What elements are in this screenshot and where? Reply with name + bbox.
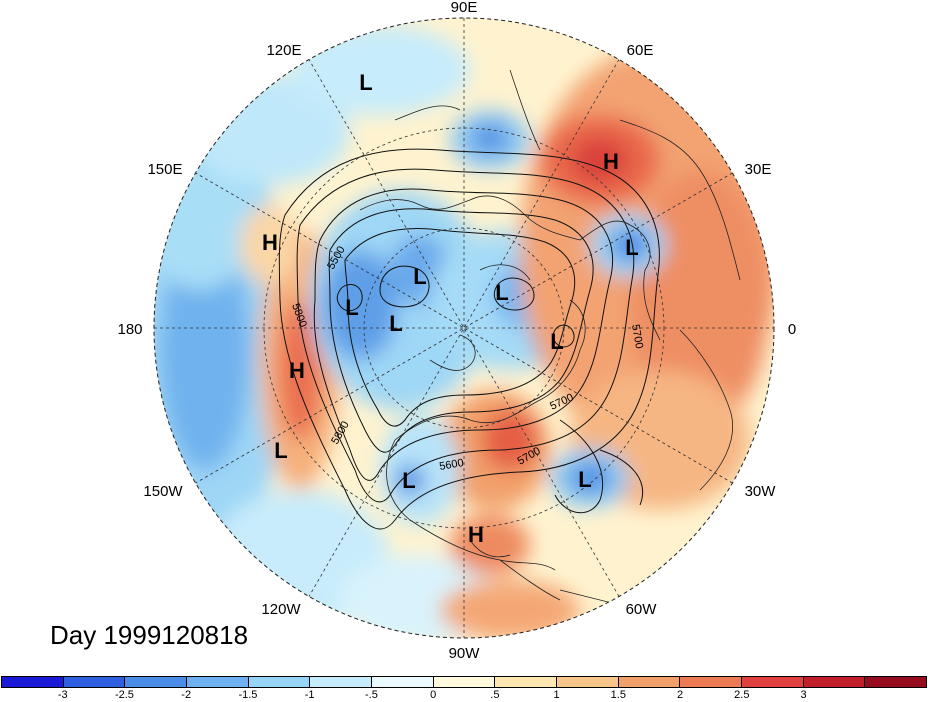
high-pressure-center: H — [468, 522, 484, 547]
colorbar-segment — [557, 677, 619, 687]
colorbar-segment — [2, 677, 64, 687]
colorbar-segment — [125, 677, 188, 687]
colorbar-tick-label: -2 — [181, 689, 192, 701]
lon-label-60w: 60W — [626, 601, 658, 618]
colorbar-tick-label: 2 — [677, 689, 684, 701]
low-pressure-center: L — [625, 235, 638, 260]
lon-label-30e: 30E — [745, 161, 772, 178]
colorbar-tick-label: -.5 — [364, 689, 378, 701]
lon-label-120e: 120E — [266, 42, 301, 59]
lon-label-0: 0 — [788, 321, 796, 338]
low-pressure-center: L — [413, 264, 426, 289]
colorbar-segment — [248, 677, 311, 687]
colorbar-segment — [310, 677, 373, 687]
low-pressure-center: L — [274, 438, 287, 463]
lon-label-30w: 30W — [745, 483, 777, 500]
colorbar-segment — [433, 677, 496, 687]
graticule — [154, 18, 774, 638]
low-pressure-center: L — [578, 467, 591, 492]
contour-label: 5700 — [629, 323, 645, 349]
longitude-labels: 90E 60E 30E 0 30W 60W 90W 120W 150W 180 … — [117, 0, 796, 662]
lon-label-150w: 150W — [143, 483, 183, 500]
high-pressure-center: H — [603, 149, 619, 174]
contour-label: 5600 — [438, 457, 464, 473]
colorbar-segment — [618, 677, 681, 687]
colorbar-tick-label: -2.5 — [114, 689, 134, 701]
colorbar-tick-label: -1 — [304, 689, 315, 701]
colorbar-tick-label: .5 — [490, 689, 500, 701]
colorbar-tick-label: -3 — [57, 689, 68, 701]
lon-label-60e: 60E — [627, 42, 654, 59]
colorbar-segment — [495, 677, 558, 687]
lon-label-90e: 90E — [451, 0, 478, 16]
low-pressure-center: L — [550, 329, 563, 354]
low-pressure-center: L — [402, 468, 415, 493]
coastlines — [359, 69, 741, 606]
high-pressure-center: H — [262, 230, 278, 255]
colorbar-tick-label: 1 — [553, 689, 560, 701]
colorbar-segment — [63, 677, 126, 687]
colorbar-segment — [865, 677, 927, 687]
lon-label-180: 180 — [117, 321, 142, 338]
low-pressure-center: L — [495, 280, 508, 305]
colorbar-tick-label: 2.5 — [734, 689, 750, 701]
low-pressure-center: L — [389, 311, 402, 336]
map-boundary — [153, 17, 775, 639]
colorbar-segment — [372, 677, 434, 687]
colorbar-tick-label: -1.5 — [238, 689, 258, 701]
colorbar-segment — [803, 677, 866, 687]
lon-label-120w: 120W — [261, 601, 301, 618]
day-label: Day 1999120818 — [50, 620, 249, 650]
colorbar-segment — [680, 677, 743, 687]
low-pressure-center: L — [345, 295, 358, 320]
low-pressure-center: L — [359, 70, 372, 95]
high-pressure-center: H — [289, 358, 305, 383]
colorbar — [1, 676, 927, 688]
height-contours — [278, 148, 660, 530]
colorbar-segment — [742, 677, 804, 687]
colorbar-segment — [187, 677, 249, 687]
colorbar-tick-label: 3 — [800, 689, 807, 701]
lon-label-150e: 150E — [147, 161, 182, 178]
lon-label-90w: 90W — [449, 645, 481, 662]
colorbar-tick-label: 1.5 — [610, 689, 626, 701]
colorbar-tick-label: 0 — [430, 689, 437, 701]
pressure-centers: L H L H L L L L L H L L L H — [262, 70, 639, 547]
